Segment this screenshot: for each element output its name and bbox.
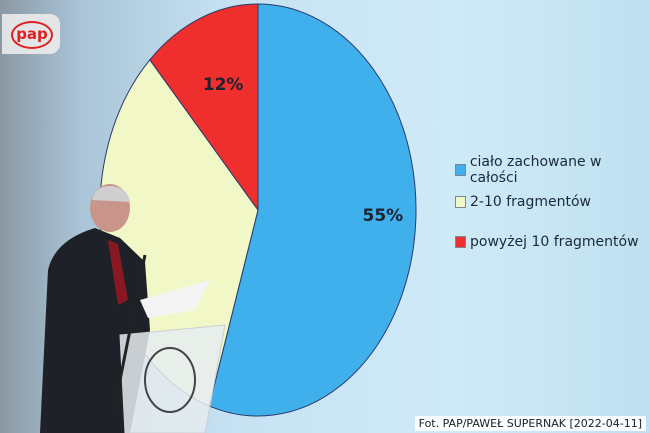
legend-item: ciało zachowane w całości xyxy=(455,154,650,186)
legend-label: 2-10 fragmentów xyxy=(470,194,592,210)
legend-swatch xyxy=(455,164,466,176)
legend-swatch xyxy=(455,236,466,248)
pie-slice xyxy=(208,3,417,417)
legend-item: powyżej 10 fragmentów xyxy=(455,234,639,250)
legend-swatch xyxy=(455,196,466,208)
legend-label: powyżej 10 fragmentów xyxy=(470,234,639,250)
pie-data-label: 55% xyxy=(362,206,403,226)
photo-credit: Fot. PAP/PAWEŁ SUPERNAK [2022-04-11] xyxy=(414,416,646,431)
pie-slice xyxy=(149,3,259,212)
pap-logo-text: pap xyxy=(11,21,53,49)
legend-label: ciało zachowane w całości xyxy=(469,154,602,186)
pie-data-label: 12% xyxy=(203,75,244,95)
legend-item: 2-10 fragmentów xyxy=(455,194,591,210)
pap-logo: pap xyxy=(2,14,60,54)
